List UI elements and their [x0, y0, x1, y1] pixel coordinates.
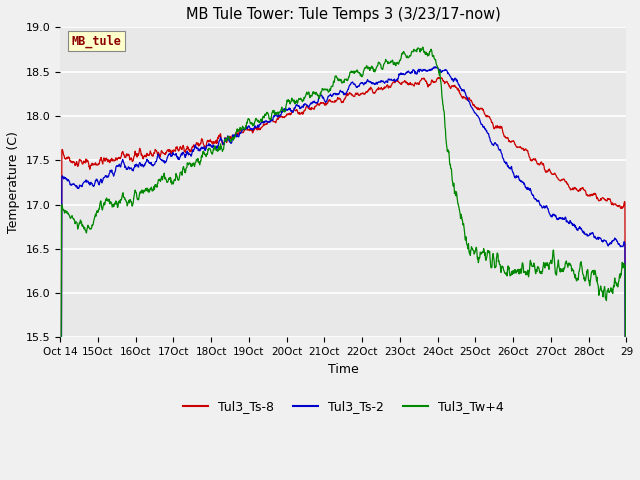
- Legend: Tul3_Ts-8, Tul3_Ts-2, Tul3_Tw+4: Tul3_Ts-8, Tul3_Ts-2, Tul3_Tw+4: [178, 395, 508, 418]
- Tul3_Tw+4: [419, 44, 427, 50]
- X-axis label: Time: Time: [328, 363, 358, 376]
- Tul3_Ts-2: [432, 64, 440, 70]
- Tul3_Ts-8: [318, 100, 326, 106]
- Line: Tul3_Ts-8: Tul3_Ts-8: [60, 77, 627, 480]
- Tul3_Tw+4: [123, 200, 131, 206]
- Tul3_Tw+4: [378, 66, 386, 72]
- Title: MB Tule Tower: Tule Temps 3 (3/23/17-now): MB Tule Tower: Tule Temps 3 (3/23/17-now…: [186, 7, 500, 22]
- Tul3_Ts-2: [318, 94, 326, 100]
- Tul3_Ts-2: [308, 100, 316, 106]
- Tul3_Ts-2: [123, 166, 131, 171]
- Line: Tul3_Tw+4: Tul3_Tw+4: [60, 47, 627, 480]
- Tul3_Ts-8: [123, 151, 131, 156]
- Text: MB_tule: MB_tule: [71, 35, 121, 48]
- Tul3_Ts-8: [100, 155, 108, 161]
- Tul3_Ts-8: [436, 74, 444, 80]
- Tul3_Ts-8: [378, 87, 386, 93]
- Tul3_Tw+4: [308, 93, 316, 99]
- Tul3_Tw+4: [100, 202, 108, 207]
- Y-axis label: Temperature (C): Temperature (C): [7, 132, 20, 233]
- Tul3_Ts-2: [100, 175, 108, 180]
- Tul3_Ts-8: [308, 106, 316, 111]
- Line: Tul3_Ts-2: Tul3_Ts-2: [60, 67, 627, 480]
- Tul3_Ts-8: [296, 110, 304, 116]
- Tul3_Ts-2: [296, 104, 304, 110]
- Tul3_Tw+4: [296, 96, 304, 102]
- Tul3_Tw+4: [318, 85, 326, 91]
- Tul3_Ts-2: [378, 79, 386, 84]
